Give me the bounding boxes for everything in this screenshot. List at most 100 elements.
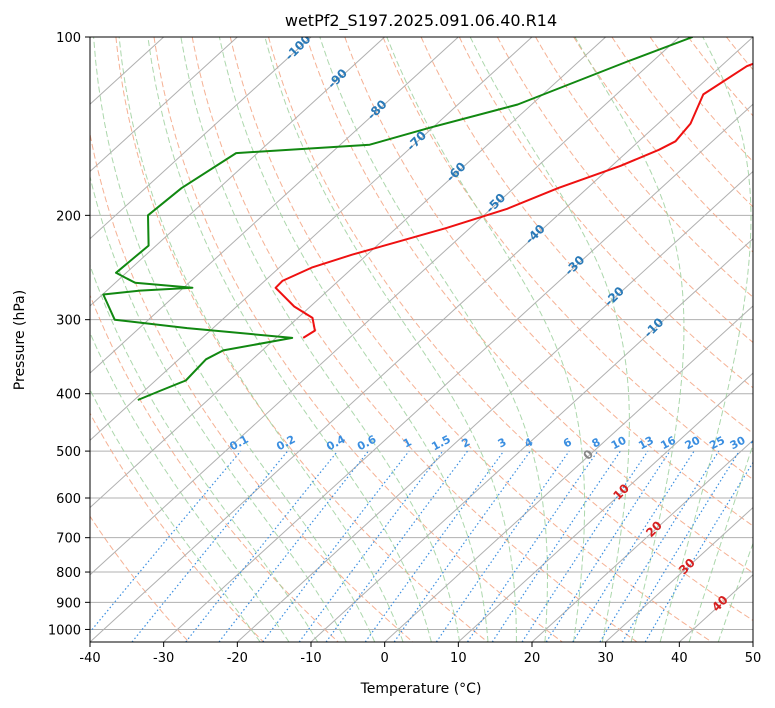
dry-adiabat	[535, 37, 753, 298]
dry-adiabat	[687, 37, 753, 117]
mixing-ratio-label: 16	[658, 434, 678, 453]
mixing-ratio-line	[521, 450, 649, 642]
mixing-ratio-label: 0.4	[324, 433, 348, 454]
moist-adiabat	[659, 37, 752, 642]
isotherm-label: 10	[610, 481, 632, 503]
isotherm	[605, 506, 753, 642]
x-tick-label: 0	[381, 651, 389, 666]
mixing-ratio-label: 1	[401, 435, 414, 450]
dry-adiabat	[90, 131, 414, 642]
moist-adiabat	[574, 37, 685, 642]
mixing-ratio-line	[262, 450, 410, 642]
y-tick-label: 700	[56, 532, 81, 547]
mixing-ratio-label: 10	[609, 433, 629, 452]
moist-adiabat	[90, 388, 261, 642]
mixing-ratio-line	[364, 450, 505, 642]
y-tick-label: 600	[56, 492, 81, 507]
isotherm-label: 40	[709, 593, 731, 615]
moist-adiabat	[90, 331, 290, 642]
mixing-ratio-label: 0.2	[274, 433, 297, 454]
x-tick-label: -30	[153, 651, 174, 666]
dry-adiabat	[649, 37, 753, 163]
isotherm	[90, 37, 607, 509]
mixing-ratio-line	[90, 450, 242, 633]
x-tick-label: -10	[300, 651, 321, 666]
moist-adiabat	[118, 37, 404, 642]
mixing-ratio-line	[572, 450, 695, 642]
dry-adiabat	[573, 37, 753, 253]
isotherm	[310, 237, 753, 642]
y-tick-label: 400	[56, 388, 81, 403]
isotherm	[90, 37, 238, 173]
x-tick-label: 30	[597, 651, 614, 666]
dry-adiabat	[496, 37, 753, 344]
mixing-ratio-label: 36	[749, 434, 769, 453]
dry-adiabat	[344, 37, 753, 527]
plot-frame	[89, 36, 754, 643]
mixing-ratio-line	[435, 450, 570, 642]
isotherm	[531, 439, 753, 642]
moist-adiabat	[319, 37, 548, 642]
y-tick-label: 900	[56, 596, 81, 611]
isotherm	[752, 641, 753, 642]
dry-adiabat	[90, 293, 339, 642]
temperature-profile	[274, 62, 753, 339]
mixing-ratio-label: 30	[728, 434, 748, 453]
mixing-ratio-line	[621, 450, 740, 642]
moist-adiabat	[688, 443, 753, 642]
sounding-profiles	[102, 37, 753, 401]
isotherm-label: -60	[443, 159, 468, 184]
mixing-ratio-lines	[90, 450, 753, 642]
y-tick-label: 800	[56, 566, 81, 581]
dry-adiabat	[611, 37, 753, 208]
isotherm	[236, 170, 753, 642]
plot-area: 0.1 0.2 0.4 0.6 1 1.5 2 3 4 6 8 10 13 16 20 25 30 36-100-…	[90, 37, 775, 642]
mixing-ratio-label: 1.5	[429, 433, 452, 454]
mixing-ratio-line	[393, 450, 531, 642]
moist-adiabat	[469, 37, 630, 642]
moist-adiabat	[180, 37, 461, 642]
moist-adiabat	[90, 174, 347, 642]
mixing-ratio-line	[325, 450, 468, 642]
dry-adiabat	[90, 412, 264, 642]
y-tick-label: 500	[56, 445, 81, 460]
dry-adiabat	[765, 37, 775, 642]
isotherms	[90, 37, 753, 642]
dry-adiabat	[306, 37, 753, 574]
dry-adiabat	[726, 37, 753, 71]
mixing-ratio-label: 3	[496, 435, 509, 450]
mixing-ratio-line	[644, 461, 753, 642]
dry-adiabat	[90, 515, 190, 642]
dry-adiabat	[382, 37, 753, 481]
isotherm-label: 20	[643, 518, 665, 540]
mixing-ratio-line	[545, 450, 671, 642]
moist-adiabats	[90, 37, 753, 642]
x-tick-label: 40	[671, 651, 688, 666]
y-tick-label: 100	[56, 31, 81, 46]
x-tick-label: 50	[745, 651, 762, 666]
mixing-ratio-line	[298, 450, 444, 642]
mixing-ratio-line	[599, 450, 720, 642]
isotherm	[90, 37, 533, 442]
x-axis: -40 -30 -20 -10 0 10 20 30 40 50	[79, 642, 761, 666]
mixing-ratio-label: 4	[522, 435, 535, 450]
y-axis: 1000 900 800 700 600 500 400 300 200 100	[48, 31, 90, 638]
moist-adiabat	[264, 37, 517, 642]
x-tick-label: -20	[227, 651, 248, 666]
dry-adiabat	[153, 37, 563, 642]
x-tick-label: -40	[79, 651, 100, 666]
dry-adiabat	[115, 37, 488, 642]
isotherm	[90, 37, 753, 642]
x-tick-label: 10	[450, 651, 467, 666]
x-axis-label: Temperature (°C)	[360, 681, 482, 697]
mixing-ratio-line	[218, 450, 369, 642]
dewpoint-profile	[102, 37, 693, 401]
isotherm	[90, 37, 386, 307]
mixing-ratio-label: 0.6	[355, 433, 379, 454]
y-tick-label: 200	[56, 209, 81, 224]
dry-adiabat	[268, 37, 753, 622]
isotherm	[90, 37, 312, 240]
moist-adiabat	[90, 263, 319, 642]
moist-adiabat	[93, 37, 376, 642]
isotherm	[90, 37, 459, 374]
